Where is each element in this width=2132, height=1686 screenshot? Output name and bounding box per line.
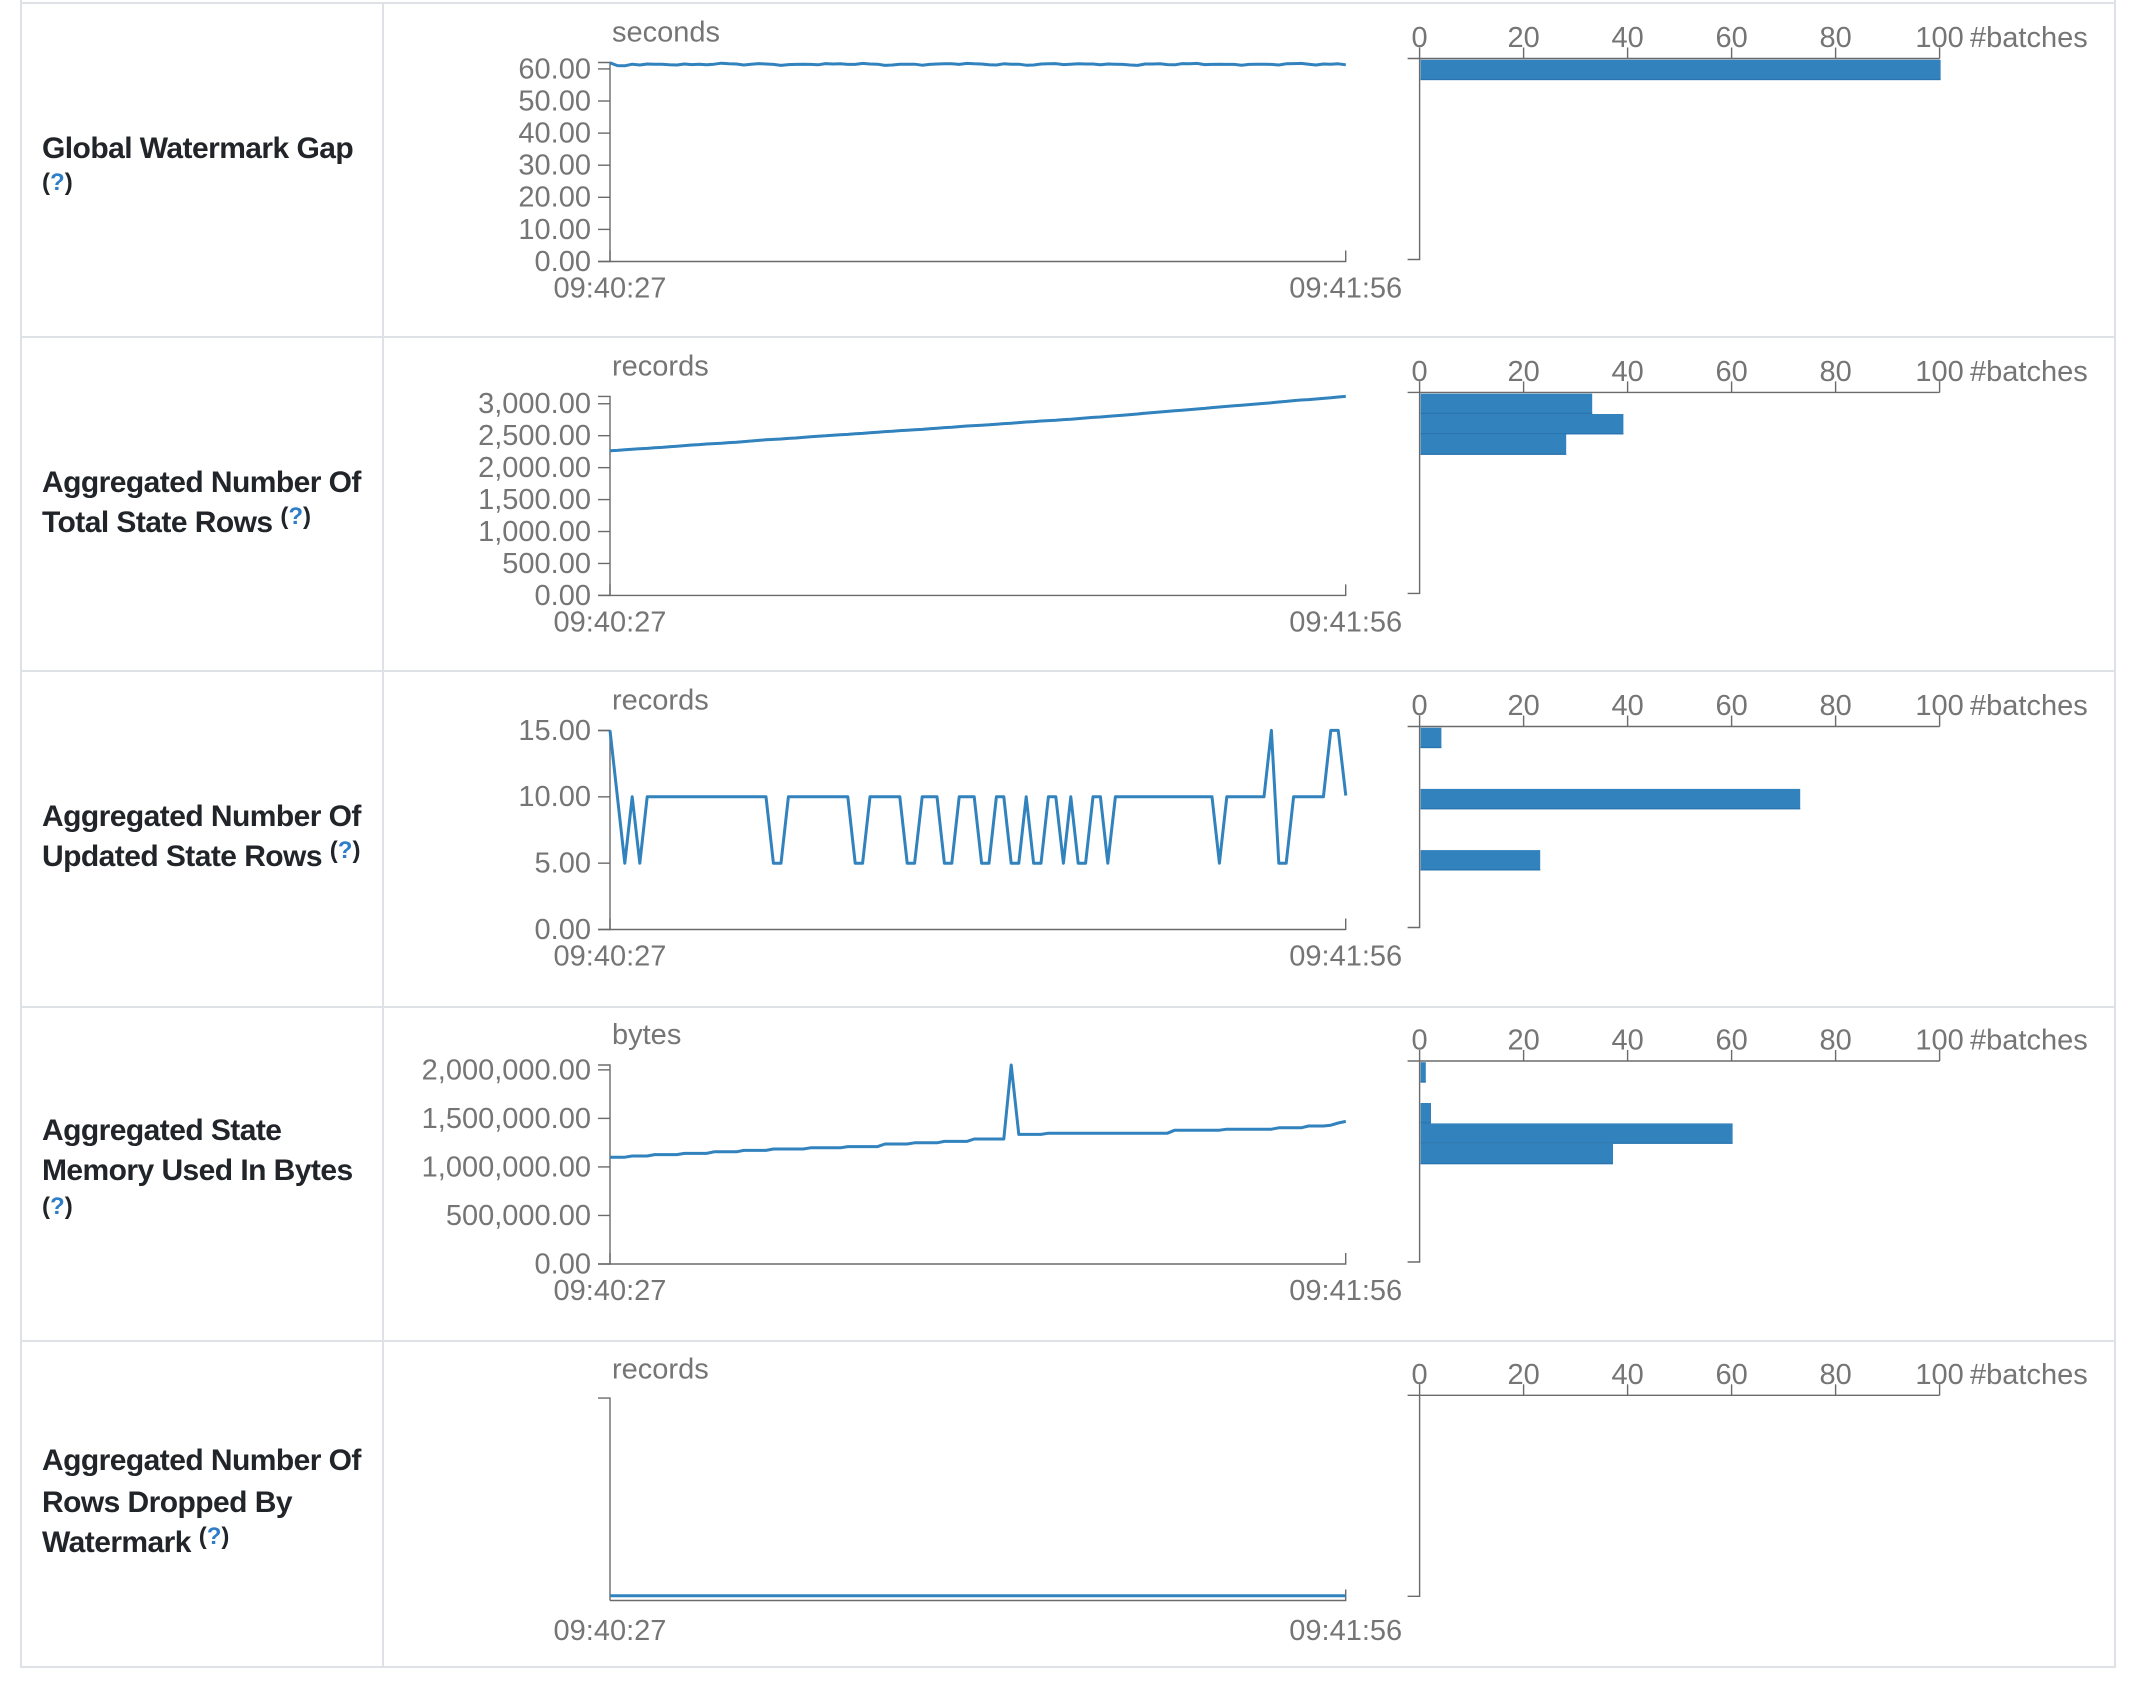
svg-text:15.00: 15.00 (518, 715, 591, 747)
svg-text:20: 20 (1507, 22, 1539, 54)
svg-text:80: 80 (1819, 1359, 1851, 1391)
svg-text:seconds: seconds (612, 17, 720, 49)
svg-text:3,000.00: 3,000.00 (478, 388, 591, 420)
svg-text:#batches: #batches (1970, 356, 2088, 388)
svg-text:#batches: #batches (1970, 1025, 2088, 1057)
svg-text:0.00: 0.00 (535, 914, 591, 946)
svg-text:100: 100 (1915, 356, 1963, 388)
svg-text:09:40:27: 09:40:27 (554, 607, 667, 639)
svg-text:bytes: bytes (612, 1019, 681, 1051)
svg-text:20.00: 20.00 (518, 182, 591, 214)
svg-text:records: records (612, 1353, 709, 1385)
svg-text:80: 80 (1819, 22, 1851, 54)
svg-text:1,500,000.00: 1,500,000.00 (422, 1103, 591, 1135)
svg-text:40: 40 (1611, 356, 1643, 388)
svg-text:100: 100 (1915, 1359, 1963, 1391)
svg-text:500.00: 500.00 (502, 548, 591, 580)
svg-text:0: 0 (1412, 690, 1428, 722)
svg-text:1,000.00: 1,000.00 (478, 516, 591, 548)
svg-text:60: 60 (1715, 1025, 1747, 1057)
svg-text:30.00: 30.00 (518, 150, 591, 182)
svg-text:60.00: 60.00 (518, 53, 591, 85)
svg-text:20: 20 (1507, 356, 1539, 388)
svg-text:20: 20 (1507, 690, 1539, 722)
svg-text:40: 40 (1611, 1359, 1643, 1391)
svg-text:09:41:56: 09:41:56 (1289, 273, 1402, 305)
svg-text:100: 100 (1915, 690, 1963, 722)
svg-text:0: 0 (1412, 356, 1428, 388)
svg-text:40: 40 (1611, 690, 1643, 722)
svg-text:100: 100 (1915, 22, 1963, 54)
svg-text:0: 0 (1412, 1359, 1428, 1391)
svg-text:60: 60 (1715, 1359, 1747, 1391)
svg-text:09:41:56: 09:41:56 (1289, 1275, 1402, 1307)
svg-text:40: 40 (1611, 1025, 1643, 1057)
svg-text:records: records (612, 685, 709, 717)
svg-text:0: 0 (1412, 22, 1428, 54)
svg-text:80: 80 (1819, 690, 1851, 722)
svg-text:09:40:27: 09:40:27 (554, 1275, 667, 1307)
svg-text:10.00: 10.00 (518, 214, 591, 246)
svg-text:0.00: 0.00 (535, 246, 591, 278)
svg-text:2,000,000.00: 2,000,000.00 (422, 1054, 591, 1086)
svg-text:09:40:27: 09:40:27 (554, 1615, 667, 1647)
svg-text:0.00: 0.00 (535, 580, 591, 612)
svg-text:#batches: #batches (1970, 1359, 2088, 1391)
svg-text:40.00: 40.00 (518, 118, 591, 150)
svg-text:10.00: 10.00 (518, 781, 591, 813)
svg-text:09:41:56: 09:41:56 (1289, 941, 1402, 973)
svg-text:09:41:56: 09:41:56 (1289, 607, 1402, 639)
svg-text:80: 80 (1819, 356, 1851, 388)
svg-text:60: 60 (1715, 22, 1747, 54)
svg-text:40: 40 (1611, 22, 1643, 54)
svg-text:20: 20 (1507, 1359, 1539, 1391)
svg-text:2,000.00: 2,000.00 (478, 452, 591, 484)
svg-text:2,500.00: 2,500.00 (478, 420, 591, 452)
svg-text:#batches: #batches (1970, 690, 2088, 722)
svg-text:1,500.00: 1,500.00 (478, 484, 591, 516)
svg-text:1,000,000.00: 1,000,000.00 (422, 1151, 591, 1183)
svg-text:0: 0 (1412, 1025, 1428, 1057)
svg-text:80: 80 (1819, 1025, 1851, 1057)
svg-text:0.00: 0.00 (535, 1248, 591, 1280)
svg-text:09:40:27: 09:40:27 (554, 941, 667, 973)
svg-text:09:40:27: 09:40:27 (554, 273, 667, 305)
svg-text:#batches: #batches (1970, 22, 2088, 54)
svg-text:50.00: 50.00 (518, 85, 591, 117)
svg-text:100: 100 (1915, 1025, 1963, 1057)
svg-text:60: 60 (1715, 356, 1747, 388)
svg-text:09:41:56: 09:41:56 (1289, 1615, 1402, 1647)
svg-text:5.00: 5.00 (535, 848, 591, 880)
svg-text:500,000.00: 500,000.00 (446, 1200, 591, 1232)
svg-text:60: 60 (1715, 690, 1747, 722)
svg-text:20: 20 (1507, 1025, 1539, 1057)
svg-text:records: records (612, 350, 709, 382)
